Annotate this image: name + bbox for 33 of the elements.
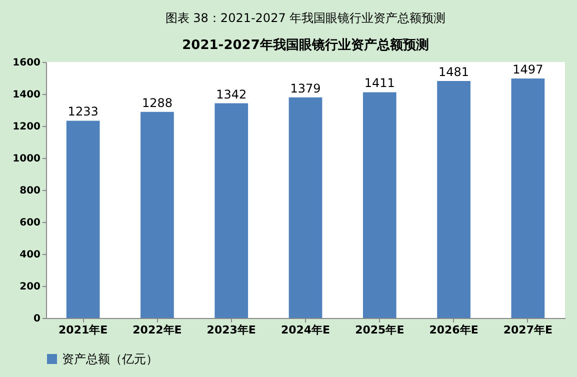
x-tick-label: 2023年E <box>206 324 256 336</box>
data-label: 1497 <box>512 62 544 76</box>
y-tick-label: 800 <box>20 186 41 196</box>
chart-title: 图表 38：2021-2027 年我国眼镜行业资产总额预测 <box>165 11 446 25</box>
x-tick-label: 2022年E <box>132 324 182 336</box>
bar <box>511 78 545 318</box>
y-tick-label: 600 <box>20 218 41 228</box>
y-tick-label: 0 <box>34 314 41 324</box>
data-label: 1411 <box>364 76 395 90</box>
x-tick-label: 2021年E <box>58 324 108 336</box>
y-tick-label: 1200 <box>12 122 41 132</box>
chart-subtitle: 2021-2027年我国眼镜行业资产总额预测 <box>182 37 429 53</box>
bar <box>362 92 396 318</box>
legend-label: 资产总额（亿元） <box>62 352 158 366</box>
data-label: 1481 <box>438 65 470 80</box>
x-tick-label: 2027年E <box>503 324 552 336</box>
x-tick-label: 2025年E <box>355 324 404 336</box>
y-tick-label: 1400 <box>12 90 41 100</box>
y-tick-label: 1000 <box>12 154 41 164</box>
bar <box>140 112 174 318</box>
bar <box>66 120 100 318</box>
y-tick-label: 400 <box>20 250 41 260</box>
y-tick-label: 200 <box>20 282 41 292</box>
x-tick-label: 2026年E <box>429 324 478 336</box>
x-tick-label: 2024年E <box>280 324 330 336</box>
bar <box>437 81 470 318</box>
data-label: 1233 <box>68 104 98 119</box>
y-tick-label: 1600 <box>12 58 41 68</box>
bar <box>214 103 248 318</box>
data-label: 1342 <box>216 87 247 102</box>
data-label: 1288 <box>142 96 172 110</box>
bar <box>288 97 322 318</box>
data-label: 1379 <box>290 81 321 96</box>
